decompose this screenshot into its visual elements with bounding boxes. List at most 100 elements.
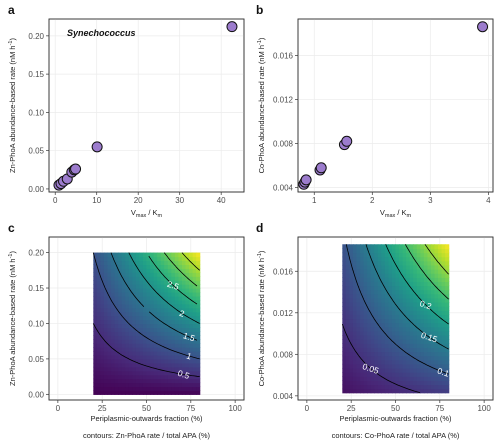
heatmap-cell [196, 303, 201, 309]
heatmap-cell [160, 354, 165, 360]
heatmap-cell [384, 355, 390, 361]
heatmap-cell [181, 284, 187, 289]
heatmap-cell [139, 331, 144, 336]
heatmap-cell [128, 347, 133, 352]
heatmap-cell [93, 291, 98, 297]
heatmap-cell [160, 252, 165, 258]
heatmap-cell [370, 355, 375, 361]
heatmap-cell [93, 323, 98, 328]
heatmap-cell [345, 376, 351, 381]
heatmap-cell [360, 330, 365, 336]
heatmap-cell [139, 366, 144, 372]
heatmap-cell [399, 322, 404, 328]
heatmap-cell [381, 302, 386, 307]
heatmap-cell [377, 376, 382, 381]
heatmap-cell [384, 359, 390, 365]
heatmap-cell [100, 374, 105, 380]
heatmap-cell [434, 314, 439, 320]
heatmap-cell [384, 384, 390, 390]
heatmap-cell [192, 303, 197, 309]
heatmap-cell [164, 343, 169, 348]
heatmap-cell [111, 343, 116, 348]
heatmap-cell [409, 297, 414, 303]
heatmap-cell [420, 264, 425, 270]
heatmap-cell [406, 269, 411, 274]
heatmap-cell [416, 347, 421, 353]
heatmap-cell [374, 351, 379, 357]
heatmap-cell [125, 374, 130, 380]
heatmap-cell [96, 252, 102, 258]
heatmap-cell [93, 288, 98, 293]
heatmap-cell [423, 314, 429, 320]
heatmap-cell [125, 351, 130, 356]
heatmap-cell [367, 273, 372, 278]
heatmap-cell [416, 359, 421, 365]
heatmap-cell [185, 370, 190, 376]
heatmap-cell [416, 310, 421, 315]
heatmap-cell [93, 299, 98, 305]
heatmap-cell [153, 366, 158, 372]
heatmap-cell [377, 388, 382, 394]
heatmap-cell [388, 363, 393, 369]
heatmap-cell [142, 307, 148, 313]
heatmap-cell [103, 374, 109, 380]
heatmap-cell [167, 307, 172, 313]
heatmap-cell [388, 334, 393, 340]
heatmap-cell [128, 280, 133, 285]
heatmap-cell [349, 326, 354, 332]
heatmap-cell [409, 306, 414, 311]
heatmap-cell [363, 277, 368, 282]
heatmap-cell [445, 380, 450, 386]
heatmap-cell [153, 299, 158, 305]
heatmap-cell [441, 281, 446, 287]
heatmap-cell [111, 370, 116, 376]
heatmap-cell [370, 289, 375, 295]
heatmap-cell [192, 319, 197, 325]
heatmap-cell [384, 380, 390, 386]
heatmap-cell [349, 248, 354, 254]
heatmap-cell [189, 280, 194, 285]
heatmap-cell [441, 289, 446, 295]
heatmap-cell [345, 367, 351, 373]
y-tick-label: 0.15 [28, 70, 44, 79]
heatmap-cell [93, 366, 98, 372]
heatmap-cell [153, 358, 158, 364]
heatmap-cell [399, 248, 404, 254]
heatmap-cell [135, 351, 141, 356]
heatmap-cell [399, 281, 404, 287]
heatmap-cell [139, 315, 144, 321]
heatmap-cell [342, 334, 347, 340]
heatmap-cell [402, 244, 407, 249]
heatmap-cell [434, 256, 439, 262]
heatmap-cell [445, 367, 450, 373]
heatmap-cell [445, 264, 450, 270]
heatmap-cell [381, 347, 386, 353]
heatmap-cell [367, 285, 372, 291]
heatmap-cell [345, 306, 351, 311]
heatmap-cell [93, 260, 98, 266]
heatmap-cell [121, 264, 126, 269]
heatmap-cell [192, 256, 197, 262]
heatmap-cell [402, 264, 407, 270]
heatmap-cell [93, 276, 98, 281]
heatmap-cell [413, 339, 418, 344]
heatmap-cell [391, 297, 397, 303]
heatmap-cell [342, 273, 347, 278]
heatmap-cell [160, 276, 165, 281]
heatmap-cell [402, 388, 407, 394]
heatmap-cell [349, 376, 354, 381]
heatmap-cell [132, 382, 137, 388]
heatmap-cell [395, 326, 400, 332]
heatmap-cell [420, 347, 425, 353]
x-tick-label: 100 [477, 404, 491, 413]
heatmap-cell [445, 289, 450, 295]
heatmap-cell [135, 272, 141, 277]
heatmap-cell [160, 280, 165, 285]
heatmap-cell [157, 252, 162, 258]
heatmap-cell [146, 358, 151, 364]
heatmap-cell [96, 319, 102, 325]
heatmap-cell [399, 289, 404, 295]
heatmap-cell [118, 331, 123, 336]
heatmap-cell [430, 248, 436, 254]
heatmap-cell [128, 256, 133, 262]
